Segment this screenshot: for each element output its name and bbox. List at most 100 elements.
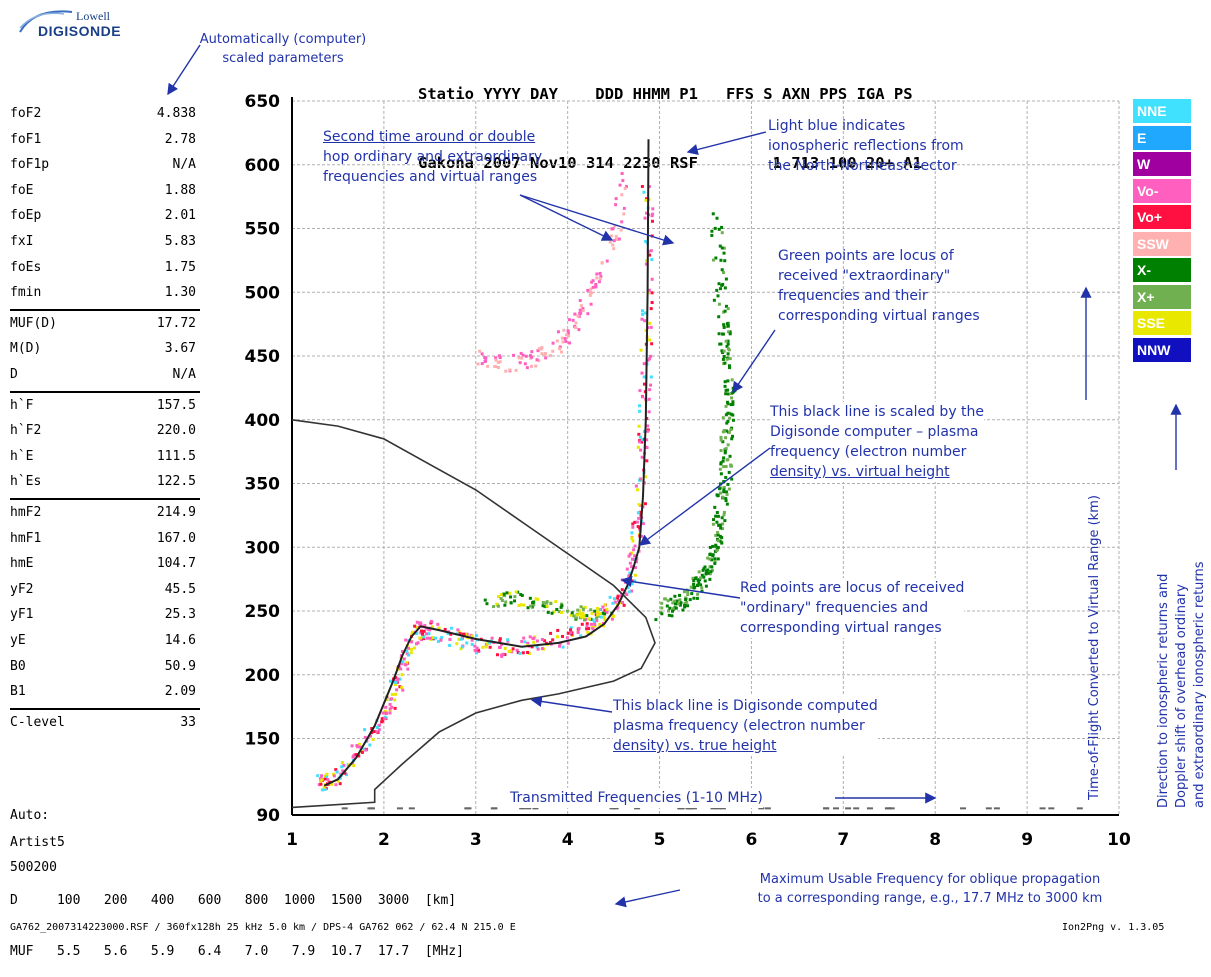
data-point — [727, 470, 731, 474]
data-point — [383, 715, 387, 719]
data-point — [692, 579, 696, 583]
data-point — [638, 409, 642, 413]
data-point — [503, 653, 507, 657]
data-point — [646, 424, 650, 428]
data-point — [523, 640, 527, 644]
true-height-line — [291, 419, 656, 809]
data-point — [713, 505, 717, 509]
data-point — [692, 596, 696, 600]
data-point — [381, 719, 385, 723]
data-point — [640, 371, 644, 375]
data-point — [647, 357, 651, 361]
data-point — [630, 589, 634, 593]
data-point — [630, 531, 634, 535]
data-point — [718, 287, 722, 291]
data-point — [636, 511, 640, 515]
data-point — [330, 782, 334, 786]
param-name: foF1 — [10, 131, 42, 147]
data-point — [721, 430, 725, 434]
data-point — [564, 340, 568, 344]
data-point — [726, 342, 730, 346]
data-point — [429, 621, 433, 625]
scaled-parameters-note: Automatically (computer) scaled paramete… — [168, 30, 398, 68]
annotation-black-line-true-line-2: plasma frequency (electron number — [613, 718, 865, 734]
data-point — [508, 368, 512, 372]
data-point — [437, 626, 441, 630]
data-point — [719, 438, 723, 442]
data-point — [549, 354, 553, 358]
data-point — [372, 730, 376, 734]
data-point — [446, 631, 450, 635]
data-point — [521, 651, 525, 655]
data-point — [514, 590, 518, 594]
data-point — [591, 627, 595, 631]
data-point — [536, 647, 540, 651]
data-point — [576, 314, 580, 318]
data-point — [727, 330, 731, 334]
data-point — [724, 447, 728, 451]
data-point — [721, 495, 725, 499]
data-point — [728, 416, 732, 420]
data-point — [481, 645, 485, 649]
data-point — [727, 430, 731, 434]
data-point — [591, 618, 595, 622]
data-point — [647, 397, 651, 401]
data-point — [388, 679, 392, 683]
data-point — [711, 522, 715, 526]
data-point — [326, 778, 330, 782]
data-point — [700, 589, 704, 593]
data-point — [393, 680, 397, 684]
data-point — [619, 601, 623, 605]
data-point — [381, 711, 385, 715]
transmitted-freq-mark — [690, 807, 697, 810]
data-point — [637, 503, 641, 507]
data-point — [605, 259, 609, 263]
param-name: hmF1 — [10, 530, 42, 546]
data-point — [638, 435, 642, 439]
data-point — [514, 368, 518, 372]
legend-item: Vo- — [1133, 178, 1191, 203]
data-point — [685, 600, 689, 604]
data-point — [516, 590, 520, 594]
param-value: 2.09 — [164, 684, 196, 700]
data-point — [557, 610, 561, 614]
data-point — [720, 225, 724, 229]
param-name: hmE — [10, 556, 34, 572]
param-name: foEp — [10, 208, 42, 224]
data-point — [609, 234, 613, 238]
data-point — [575, 613, 579, 617]
param-name: yF1 — [10, 607, 34, 623]
annotation-light-blue-line-1: Light blue indicates — [768, 118, 906, 134]
data-point — [595, 276, 599, 280]
data-point — [708, 577, 712, 581]
data-point — [598, 277, 602, 281]
data-point — [638, 440, 642, 444]
data-point — [534, 364, 538, 368]
data-point — [495, 653, 499, 657]
param-value: 111.5 — [156, 448, 196, 464]
param-row: foF2 4.838 — [10, 106, 196, 128]
data-point — [664, 597, 668, 601]
data-point — [529, 354, 533, 358]
station-header: Statio YYYY DAY DDD HHMM P1 FFS S AXN PP… — [418, 37, 922, 198]
data-point — [499, 593, 503, 597]
data-point — [396, 677, 400, 681]
data-point — [729, 428, 733, 432]
data-point — [527, 651, 531, 655]
data-point — [720, 541, 724, 545]
data-point — [715, 520, 719, 524]
legend-item: Vo+ — [1133, 205, 1191, 229]
data-point — [724, 464, 728, 468]
data-point — [686, 604, 690, 608]
data-point — [722, 246, 726, 250]
data-point — [370, 727, 374, 731]
muf-distance-table: D 100 200 400 600 800 1000 1500 3000 [km… — [10, 858, 464, 977]
data-point — [649, 354, 653, 358]
data-point — [486, 642, 490, 646]
data-point — [721, 440, 725, 444]
data-point — [700, 573, 704, 577]
data-point — [583, 618, 587, 622]
param-row: D N/A — [10, 367, 196, 389]
data-point — [724, 339, 728, 343]
data-point — [681, 608, 685, 612]
